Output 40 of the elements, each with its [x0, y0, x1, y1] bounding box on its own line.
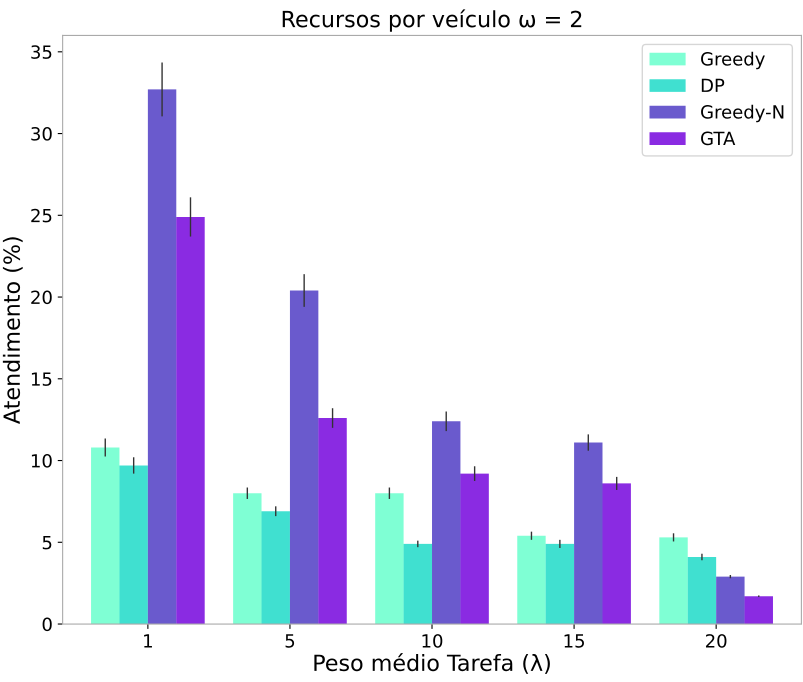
- x-tick-label: 20: [706, 634, 726, 648]
- y-tick-label: 35: [31, 45, 52, 59]
- bar: [744, 596, 773, 624]
- bar: [404, 544, 432, 624]
- legend-label: Greedy-N: [701, 104, 784, 122]
- y-axis-title: Atendimento (%): [2, 237, 23, 424]
- bar: [176, 216, 205, 624]
- y-tick-label: 20: [31, 290, 52, 304]
- legend-label: GTA: [701, 132, 736, 146]
- legend-label: DP: [702, 78, 724, 92]
- bar: [546, 544, 574, 624]
- bar: [375, 493, 404, 624]
- bar: [318, 418, 347, 624]
- bar: [574, 442, 602, 624]
- x-tick-label: 15: [564, 634, 584, 648]
- x-tick-label: 10: [422, 634, 442, 648]
- bar: [659, 537, 688, 624]
- legend-label: Greedy: [701, 52, 765, 70]
- y-tick-label: 30: [31, 127, 52, 141]
- bar: [91, 447, 120, 624]
- chart-title: Recursos por veículo ω = 2: [282, 9, 582, 32]
- y-tick-label: 25: [31, 208, 52, 222]
- x-tick-label: 5: [286, 634, 294, 648]
- y-tick-label: 5: [42, 536, 52, 550]
- y-tick-label: 10: [32, 454, 52, 468]
- y-tick-label: 0: [42, 617, 52, 632]
- bar: [460, 474, 489, 624]
- bar: [148, 89, 176, 624]
- bar: [432, 421, 460, 624]
- x-tick-label: 1: [144, 634, 152, 648]
- bar: [262, 511, 290, 624]
- bar: [290, 290, 318, 624]
- bar: [688, 557, 716, 624]
- bar: [517, 536, 546, 624]
- bar: [119, 465, 148, 624]
- bar: [716, 576, 745, 624]
- y-tick-label: 15: [32, 372, 52, 386]
- x-axis-title: Peso médio Tarefa (λ): [314, 653, 550, 674]
- bar: [233, 493, 262, 624]
- bar: [602, 483, 631, 624]
